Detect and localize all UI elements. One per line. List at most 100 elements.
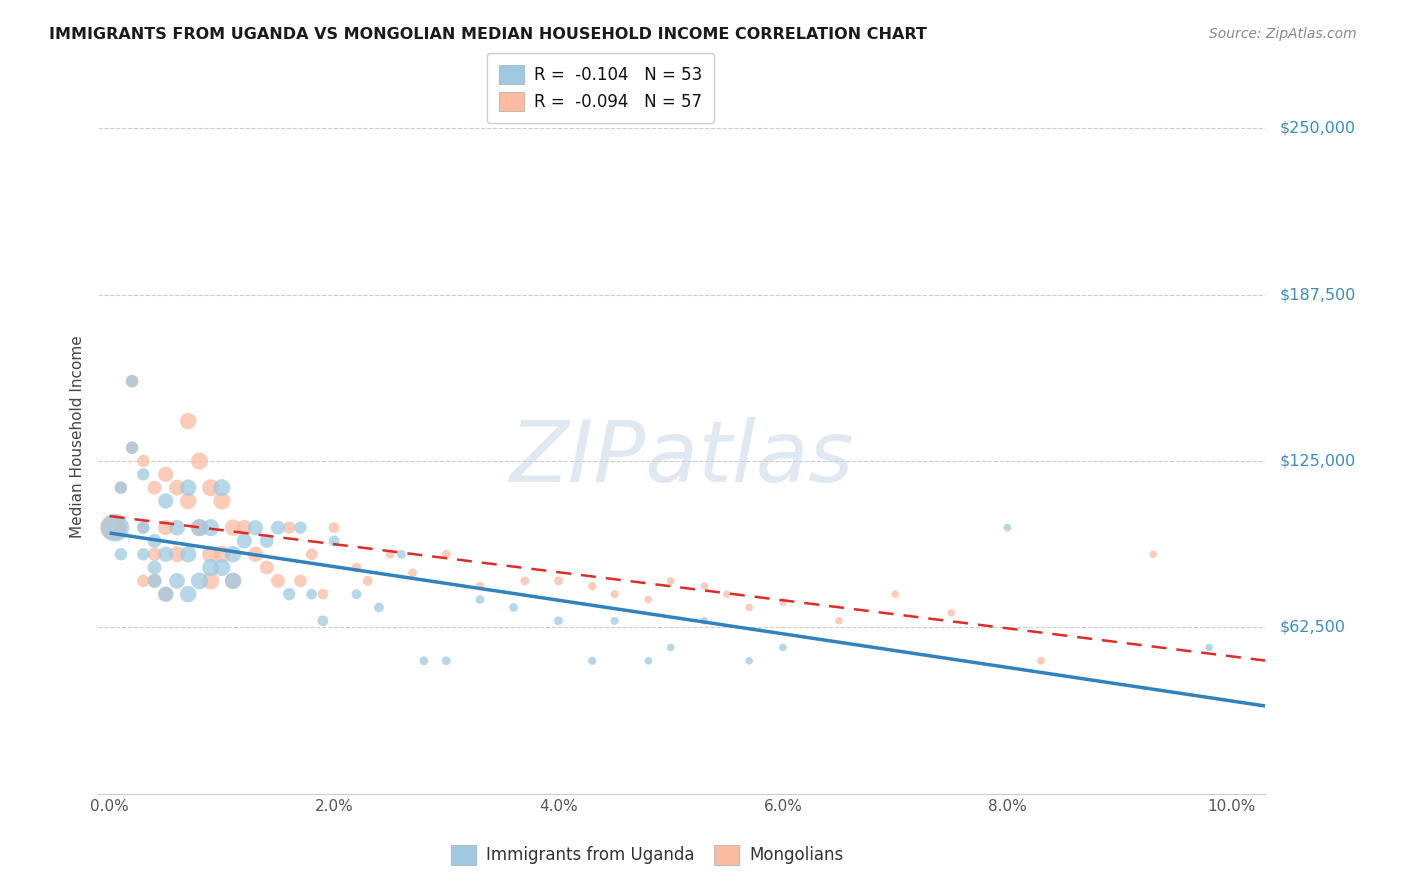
Point <box>211 560 233 574</box>
Point <box>110 547 132 561</box>
Point <box>188 520 211 534</box>
Point <box>143 547 166 561</box>
Point <box>155 587 177 601</box>
Point <box>323 520 346 534</box>
Point <box>581 579 603 593</box>
Point <box>177 494 200 508</box>
Point <box>603 587 626 601</box>
Point <box>513 574 536 588</box>
Point <box>693 579 716 593</box>
Point <box>166 574 188 588</box>
Point <box>121 441 143 455</box>
Point <box>143 481 166 495</box>
Point <box>121 374 143 388</box>
Point <box>412 654 434 668</box>
Point <box>143 574 166 588</box>
Point <box>233 520 256 534</box>
Point <box>121 441 143 455</box>
Point <box>211 547 233 561</box>
Point <box>301 587 323 601</box>
Point <box>121 374 143 388</box>
Point <box>132 574 155 588</box>
Point <box>222 574 245 588</box>
Point <box>884 587 907 601</box>
Point <box>368 600 391 615</box>
Point <box>659 640 682 655</box>
Point <box>346 587 368 601</box>
Point <box>301 547 323 561</box>
Point <box>828 614 851 628</box>
Point <box>434 547 457 561</box>
Point <box>110 481 132 495</box>
Point <box>110 481 132 495</box>
Point <box>200 560 222 574</box>
Point <box>772 640 794 655</box>
Point <box>132 520 155 534</box>
Text: $62,500: $62,500 <box>1279 620 1346 635</box>
Point <box>143 574 166 588</box>
Point <box>738 600 761 615</box>
Point <box>389 547 412 561</box>
Point <box>101 520 124 534</box>
Point <box>177 414 200 428</box>
Point <box>256 560 278 574</box>
Point <box>323 533 346 548</box>
Text: Source: ZipAtlas.com: Source: ZipAtlas.com <box>1209 27 1357 41</box>
Point <box>155 467 177 482</box>
Point <box>547 614 569 628</box>
Point <box>132 454 155 468</box>
Point <box>434 654 457 668</box>
Point <box>290 520 312 534</box>
Point <box>200 481 222 495</box>
Point <box>290 574 312 588</box>
Point <box>772 595 794 609</box>
Point <box>738 654 761 668</box>
Point <box>166 547 188 561</box>
Point <box>637 654 659 668</box>
Point <box>177 587 200 601</box>
Point <box>222 547 245 561</box>
Point <box>357 574 380 588</box>
Point <box>188 520 211 534</box>
Point <box>155 520 177 534</box>
Legend: Immigrants from Uganda, Mongolians: Immigrants from Uganda, Mongolians <box>444 838 851 871</box>
Point <box>200 574 222 588</box>
Point <box>200 547 222 561</box>
Text: $250,000: $250,000 <box>1279 120 1355 136</box>
Point <box>188 574 211 588</box>
Point <box>155 587 177 601</box>
Point <box>693 614 716 628</box>
Point <box>177 481 200 495</box>
Point <box>637 592 659 607</box>
Text: $125,000: $125,000 <box>1279 453 1355 468</box>
Point <box>245 547 267 561</box>
Y-axis label: Median Household Income: Median Household Income <box>69 335 84 539</box>
Point <box>1029 654 1052 668</box>
Point <box>278 587 301 601</box>
Text: IMMIGRANTS FROM UGANDA VS MONGOLIAN MEDIAN HOUSEHOLD INCOME CORRELATION CHART: IMMIGRANTS FROM UGANDA VS MONGOLIAN MEDI… <box>49 27 927 42</box>
Point <box>256 533 278 548</box>
Point <box>1198 640 1220 655</box>
Point <box>995 520 1018 534</box>
Point <box>200 520 222 534</box>
Point <box>245 520 267 534</box>
Point <box>312 587 335 601</box>
Point <box>166 481 188 495</box>
Point <box>166 520 188 534</box>
Point <box>132 520 155 534</box>
Point <box>188 454 211 468</box>
Point <box>211 494 233 508</box>
Point <box>468 579 491 593</box>
Point <box>143 533 166 548</box>
Point <box>104 520 127 534</box>
Point <box>155 494 177 508</box>
Point <box>267 520 290 534</box>
Point <box>502 600 524 615</box>
Point <box>278 520 301 534</box>
Point <box>468 592 491 607</box>
Point <box>659 574 682 588</box>
Point <box>177 547 200 561</box>
Point <box>222 574 245 588</box>
Point <box>267 574 290 588</box>
Point <box>581 654 603 668</box>
